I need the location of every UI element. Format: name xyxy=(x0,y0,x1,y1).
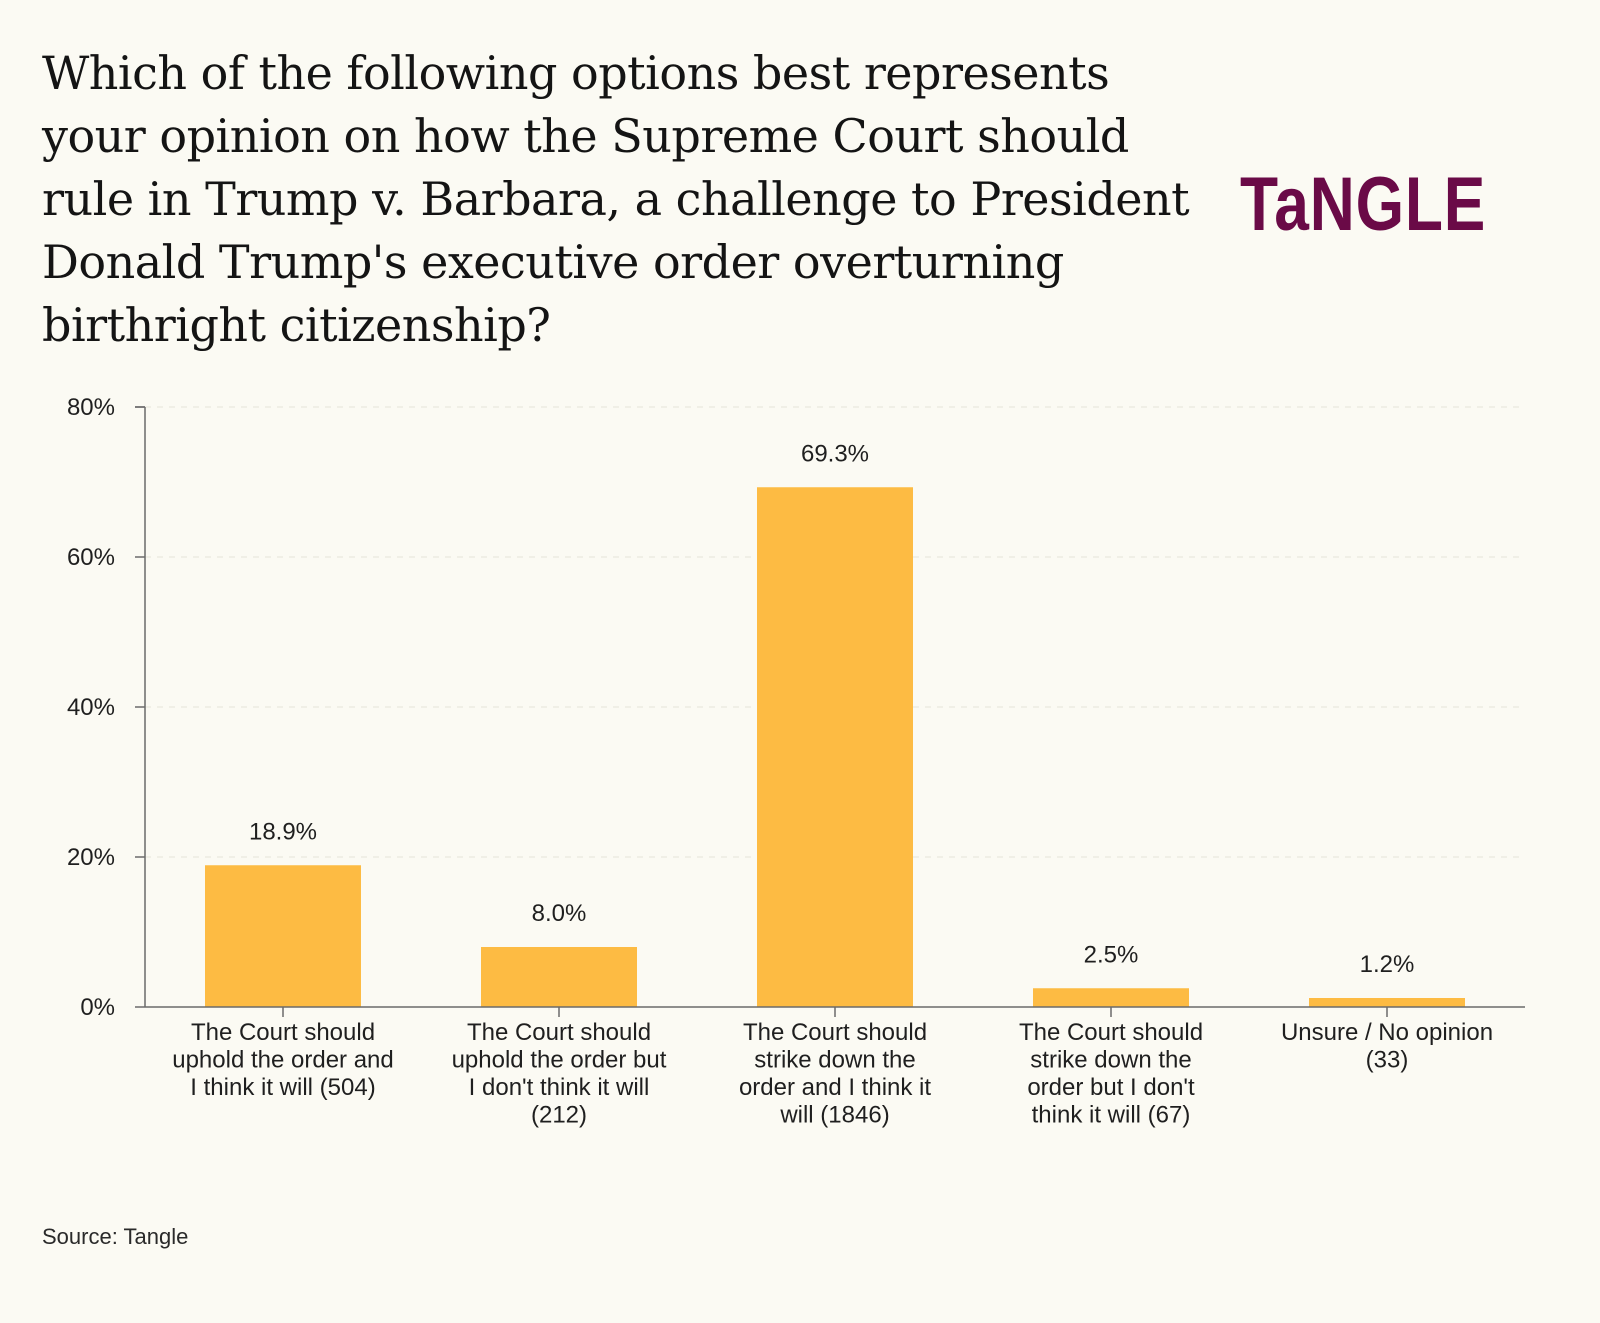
category-label-line: uphold the order but xyxy=(452,1047,667,1074)
y-axis-ticks: 0% 20% 40% 60% 80% xyxy=(67,394,145,1021)
bar xyxy=(205,865,361,1007)
y-tick-label: 20% xyxy=(67,844,115,871)
y-tick-label: 60% xyxy=(67,544,115,571)
category-label: The Court should strike down the order but… xyxy=(1019,1019,1203,1129)
category-label-line: strike down the xyxy=(1030,1047,1191,1074)
category-label: The Court should uphold the order but I do… xyxy=(452,1019,667,1129)
category-label-line: strike down the xyxy=(754,1047,915,1074)
category-label-line: The Court should xyxy=(743,1019,927,1046)
logo-text: TaNGLE xyxy=(1240,162,1487,247)
value-label: 1.2% xyxy=(1360,951,1415,978)
category-label-line: order and I think it xyxy=(739,1074,931,1101)
category-label-line: I don't think it will xyxy=(469,1074,650,1101)
category-labels: The Court should uphold the order and I th… xyxy=(172,1019,1493,1129)
value-label: 2.5% xyxy=(1084,941,1139,968)
y-tick-label: 80% xyxy=(67,394,115,421)
y-tick-label: 40% xyxy=(67,694,115,721)
category-label: The Court should uphold the order and I th… xyxy=(172,1019,394,1101)
value-labels: 18.9% 8.0% 69.3% 2.5% 1.2% xyxy=(249,440,1414,978)
category-label-line: think it will (67) xyxy=(1032,1102,1191,1129)
x-axis-ticks xyxy=(282,1007,1388,1017)
category-label-line: (212) xyxy=(531,1102,587,1129)
tangle-logo: TaNGLE xyxy=(1240,165,1486,245)
category-label-line: The Court should xyxy=(467,1019,651,1046)
category-label: Unsure / No opinion (33) xyxy=(1281,1019,1493,1074)
value-label: 18.9% xyxy=(249,818,317,845)
category-label-line: I think it will (504) xyxy=(190,1074,375,1101)
category-label-line: order but I don't xyxy=(1027,1074,1195,1101)
category-label-line: will (1846) xyxy=(779,1102,889,1129)
bar xyxy=(757,487,913,1007)
category-label-line: Unsure / No opinion xyxy=(1281,1019,1493,1046)
category-label: The Court should strike down the order and… xyxy=(739,1019,931,1129)
bars xyxy=(205,487,1465,1007)
category-label-line: The Court should xyxy=(1019,1019,1203,1046)
category-label-line: The Court should xyxy=(191,1019,375,1046)
chart-title: Which of the following options best repr… xyxy=(42,46,1190,352)
bar xyxy=(1033,988,1189,1007)
category-label-line: (33) xyxy=(1366,1047,1409,1074)
y-tick-label: 0% xyxy=(80,994,115,1021)
bar xyxy=(1309,998,1465,1007)
source-note: Source: Tangle xyxy=(42,1224,189,1249)
value-label: 8.0% xyxy=(532,900,587,927)
bar xyxy=(481,947,637,1007)
category-label-line: uphold the order and xyxy=(172,1047,394,1074)
value-label: 69.3% xyxy=(801,440,869,467)
